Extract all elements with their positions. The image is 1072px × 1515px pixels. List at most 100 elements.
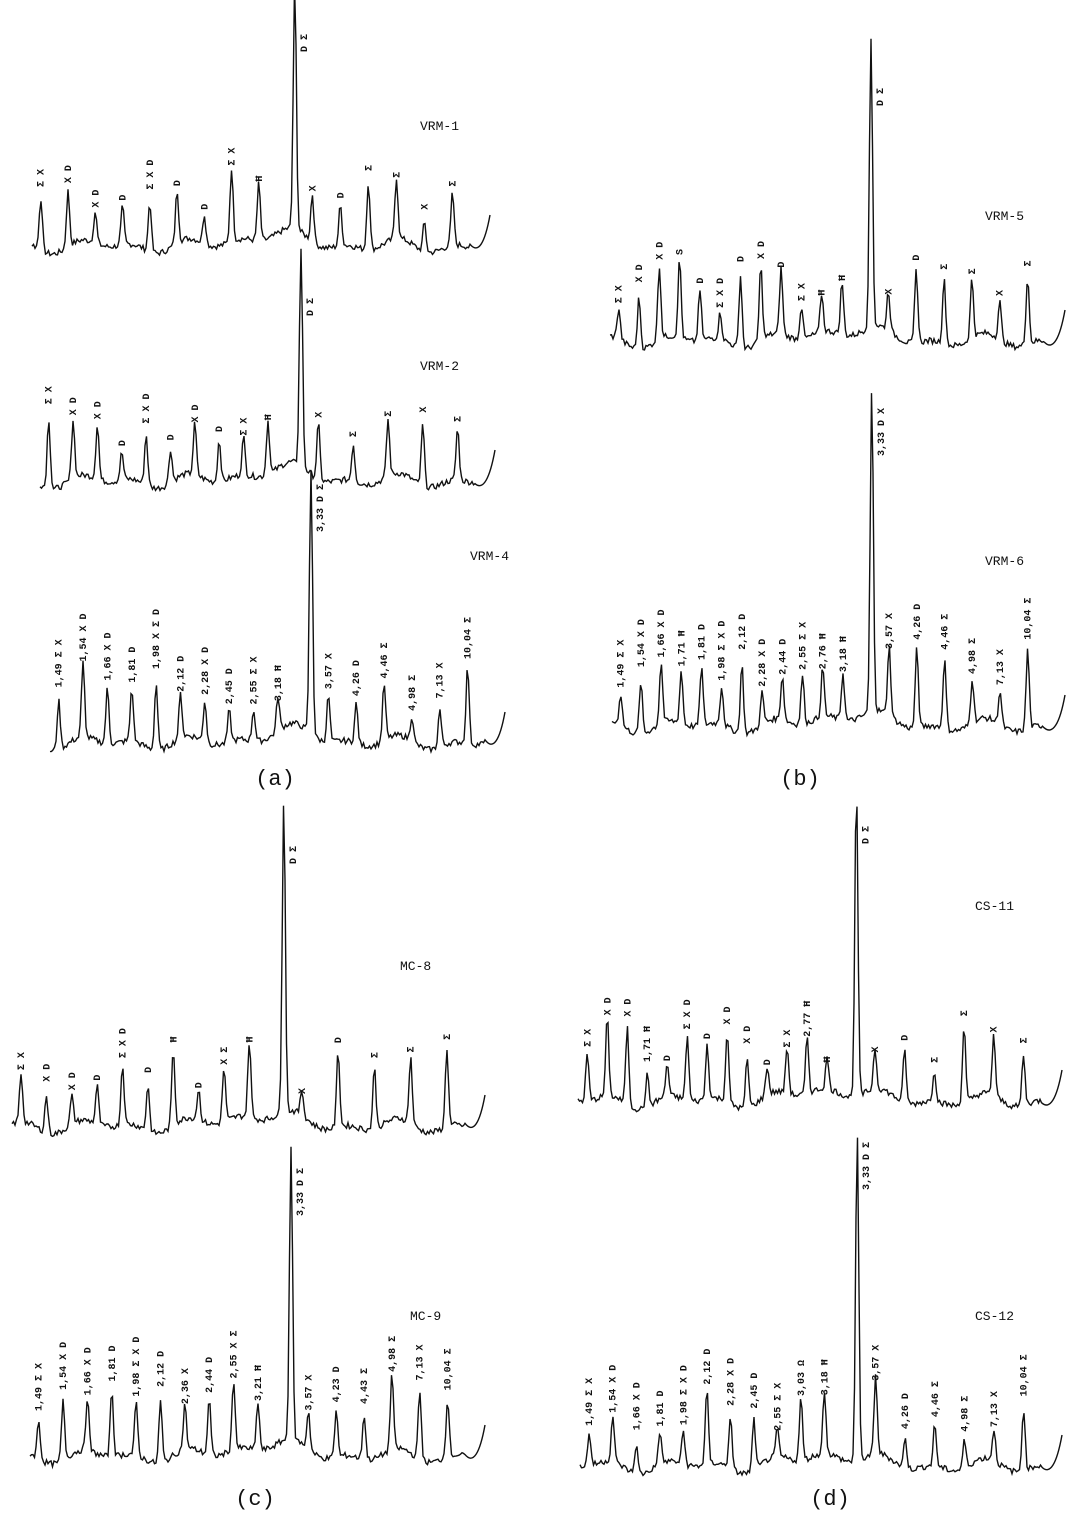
peak-label: D xyxy=(144,1067,155,1073)
peak-label: 2,55 X Σ xyxy=(230,1330,241,1378)
peak-label: Ħ xyxy=(838,275,849,281)
peak-label: Σ X D xyxy=(146,160,157,190)
peak-label: Σ X xyxy=(583,1029,594,1047)
peak-label: X D xyxy=(42,1064,53,1082)
peak-label: X Σ xyxy=(220,1047,231,1065)
peak-label: D xyxy=(703,1033,714,1039)
peak-label: 1,66 X D xyxy=(657,610,668,658)
peak-label: X xyxy=(990,1027,1001,1033)
peak-label: 7,13 X xyxy=(416,1344,427,1380)
sample-name: CS-11 xyxy=(975,899,1014,914)
peak-label: 3,33 D Σ xyxy=(862,1142,873,1190)
peak-label: 1,98 X Σ D xyxy=(152,609,163,669)
peak-label: 1,98 Σ X D xyxy=(679,1365,690,1425)
peak-label: Σ X xyxy=(783,1030,794,1048)
peak-label: Σ xyxy=(454,416,465,422)
peak-label: Σ X xyxy=(17,1052,28,1070)
peak-label: 1,98 Σ X D xyxy=(718,621,729,681)
peak-label: Σ xyxy=(448,181,459,187)
peak-label: 10,04 Σ xyxy=(1020,1354,1031,1396)
peak-label: D Σ xyxy=(876,88,887,106)
peak-label: 1,49 Σ X xyxy=(617,640,628,688)
peak-label: 4,26 D xyxy=(901,1393,912,1429)
peak-label: Σ X xyxy=(37,169,48,187)
peak-label: D xyxy=(167,434,178,440)
peak-label: Σ xyxy=(443,1034,454,1040)
peak-label: Σ xyxy=(940,264,951,270)
peak-label: D xyxy=(119,195,130,201)
peak-label: Σ xyxy=(364,165,375,171)
peak-label: 3,33 D X xyxy=(877,408,888,456)
peak-label: D xyxy=(336,192,347,198)
peak-label: 2,45 D xyxy=(225,668,236,704)
peak-label: 2,36 X xyxy=(181,1368,192,1404)
peak-label: 10,04 Σ xyxy=(1024,598,1035,640)
peak-label: 7,13 X xyxy=(996,649,1007,685)
panel-caption: (a) xyxy=(255,767,295,792)
xrd-trace xyxy=(29,1146,486,1470)
peak-label: 1,98 Σ X D xyxy=(132,1337,143,1397)
peak-label: 2,55 Σ X xyxy=(773,1383,784,1431)
peak-label: 4,23 D xyxy=(332,1366,343,1402)
peak-label: X D xyxy=(91,190,102,208)
peak-label: Σ X D xyxy=(683,999,694,1029)
peak-label: 3,21 Ħ xyxy=(254,1365,265,1401)
peak-label: X D xyxy=(191,404,202,422)
peak-label: 4,98 Σ xyxy=(408,675,419,711)
peak-label: Ħ xyxy=(264,414,275,420)
peak-label: 4,26 D xyxy=(352,660,363,696)
peak-label: Σ xyxy=(960,1010,971,1016)
peak-label: X D xyxy=(93,401,104,419)
peak-label: 4,43 Σ xyxy=(360,1368,371,1404)
sample-name: VRM-2 xyxy=(420,359,459,374)
peak-label: 3,57 X xyxy=(872,1345,883,1381)
sample-name: VRM-6 xyxy=(985,554,1024,569)
sample-name: VRM-5 xyxy=(985,209,1024,224)
peak-label: D Σ xyxy=(861,826,872,844)
peak-label: D Σ xyxy=(289,846,300,864)
peak-label: D xyxy=(777,262,788,268)
xrd-trace xyxy=(611,393,1066,738)
peak-label: Ħ xyxy=(245,1037,256,1043)
peak-label: 1,71 Ħ xyxy=(643,1026,654,1062)
peak-label: D xyxy=(173,180,184,186)
peak-label: 1,54 X D xyxy=(637,619,648,667)
peak-label: 2,76 Ħ xyxy=(819,633,830,669)
peak-label: Σ xyxy=(384,411,395,417)
peak-label: 4,26 D xyxy=(913,604,924,640)
peak-label: D Σ xyxy=(306,298,317,316)
peak-label: Ħ xyxy=(818,290,829,296)
peak-label: 2,45 D xyxy=(750,1373,761,1409)
peak-label: D xyxy=(696,278,707,284)
peak-label: 1,81 D xyxy=(697,624,708,660)
sample-name: VRM-4 xyxy=(470,549,509,564)
peak-label: X D xyxy=(623,999,634,1017)
peak-label: 3,33 D Σ xyxy=(316,484,327,532)
peak-label: 3,18 Ħ xyxy=(839,636,850,672)
peak-label: X D xyxy=(757,241,768,259)
peak-label: D xyxy=(118,440,129,446)
xrd-trace xyxy=(11,805,486,1138)
peak-label: Σ xyxy=(968,268,979,274)
peak-label: 2,77 Ħ xyxy=(803,1001,814,1037)
peak-label: Σ X D xyxy=(142,394,153,424)
peak-label: Σ X xyxy=(228,148,239,166)
peak-label: Σ X D xyxy=(716,278,727,308)
peak-label: 2,28 X D xyxy=(201,647,212,695)
peak-label: X D xyxy=(64,165,75,183)
peak-label: 3,57 X xyxy=(885,613,896,649)
peak-label: Ħ xyxy=(169,1036,180,1042)
peak-label: 1,54 X D xyxy=(609,1365,620,1413)
peak-label: D xyxy=(912,255,923,261)
peak-label: 10,04 Σ xyxy=(464,617,475,659)
peak-label: 4,98 Σ xyxy=(960,1396,971,1432)
peak-label: Ħ xyxy=(823,1056,834,1062)
peak-label: X xyxy=(308,185,319,191)
peak-label: 3,33 D Σ xyxy=(296,1168,307,1216)
xrd-trace xyxy=(577,806,1063,1113)
peak-label: 3,18 Ħ xyxy=(820,1359,831,1395)
peak-label: Σ X xyxy=(45,386,56,404)
peak-label: X D xyxy=(743,1026,754,1044)
peak-label: Σ X xyxy=(240,418,251,436)
